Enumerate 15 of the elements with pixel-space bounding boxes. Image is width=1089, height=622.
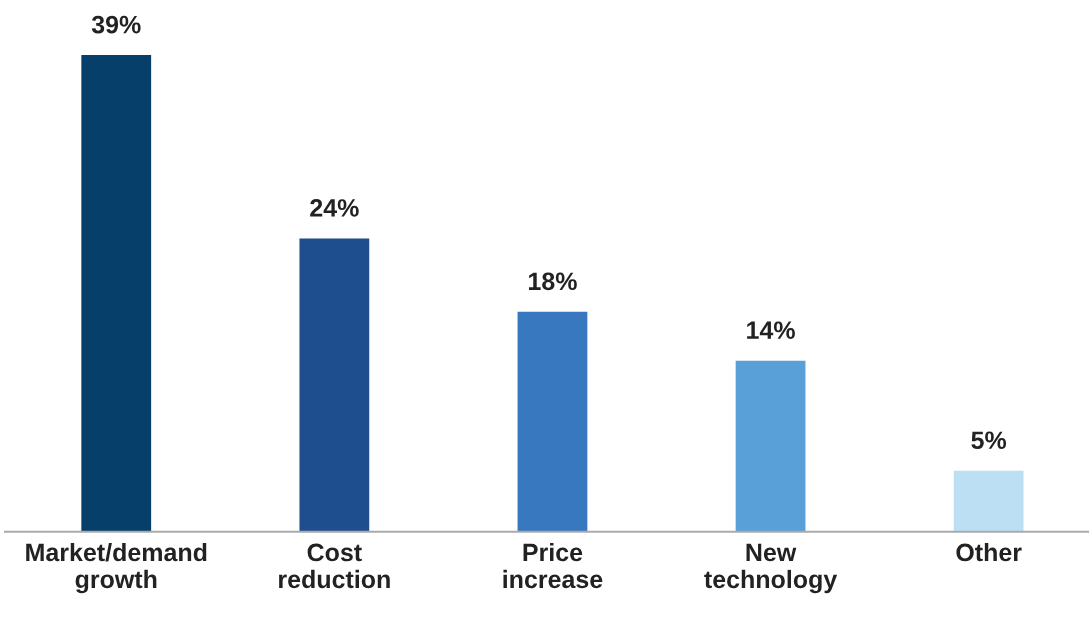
data-label: 14% — [747, 321, 795, 339]
data-label: 18% — [529, 272, 577, 291]
data-label: 5% — [971, 431, 1007, 450]
data-label: 39% — [91, 15, 141, 34]
bar — [953, 470, 1024, 532]
bar — [517, 311, 588, 532]
x-tick-label: Price increase — [503, 542, 603, 589]
x-tick-label: Market/demand growth — [26, 542, 207, 594]
bar — [81, 55, 152, 532]
x-tick-label: New technology — [704, 543, 838, 594]
bar — [735, 360, 806, 532]
bar — [299, 238, 370, 532]
x-tick-label: Other — [956, 542, 1022, 562]
data-label: 24% — [310, 199, 359, 217]
x-tick-label: Cost reduction — [279, 543, 390, 589]
